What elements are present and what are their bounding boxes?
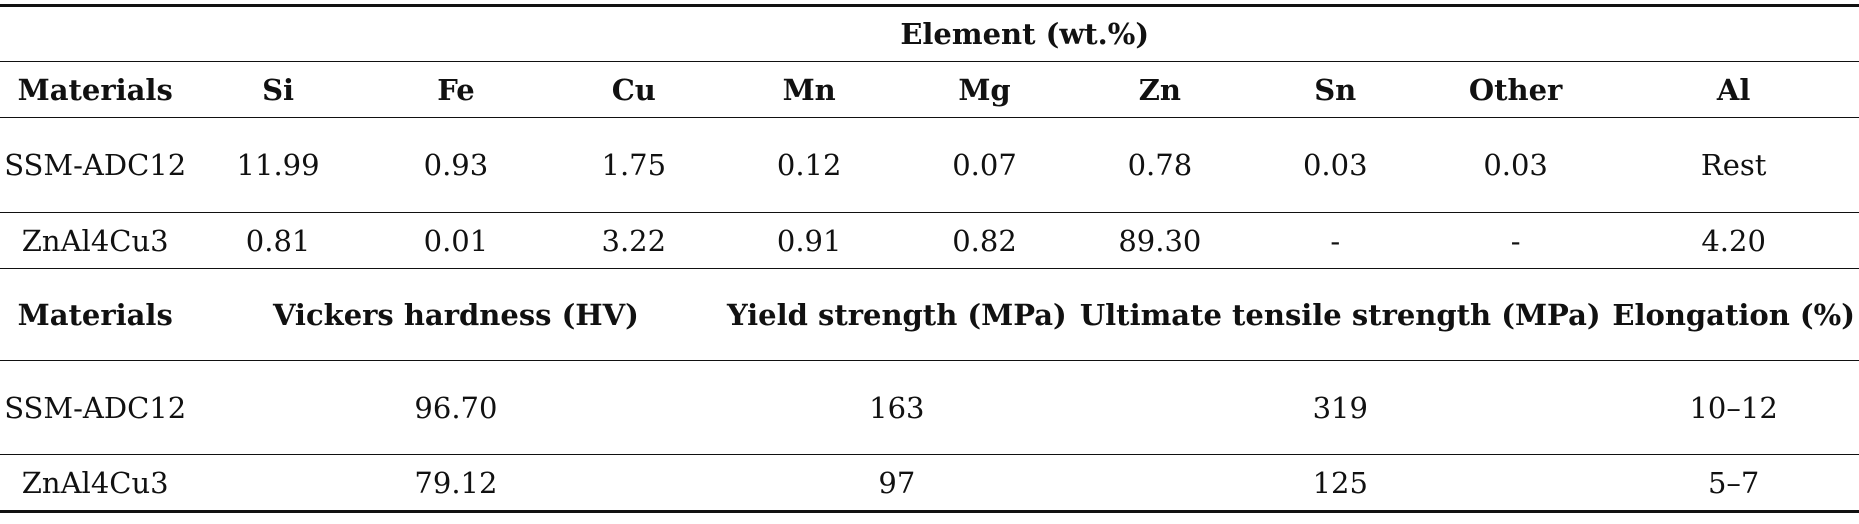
header-uts: Ultimate tensile strength (MPa): [1072, 268, 1609, 361]
composition-header-row: Materials Si Fe Cu Mn Mg Zn Sn Other Al: [0, 61, 1859, 118]
header-other: Other: [1422, 61, 1609, 118]
table-cell: 5–7: [1707, 465, 1760, 500]
table-row: SSM-ADC12 11.99 0.93 1.75 0.12 0.07 0.78…: [0, 117, 1859, 213]
table-cell: 0.07: [896, 117, 1073, 213]
header-mn: Mn: [721, 61, 897, 118]
table-cell: 0.03: [1247, 117, 1423, 213]
header-materials: Materials: [0, 61, 191, 118]
header-sn: Sn: [1247, 61, 1423, 118]
header-fe: Fe: [365, 61, 547, 118]
table-cell: 89.30: [1118, 223, 1202, 258]
table-cell: 3.22: [601, 223, 667, 258]
header-hardness: Vickers hardness (HV): [190, 268, 722, 361]
table-cell: Rest: [1608, 117, 1859, 213]
table-cell: 1.75: [546, 117, 722, 213]
header-zn: Zn: [1072, 61, 1248, 118]
material-name: ZnAl4Cu3: [21, 465, 169, 500]
table-row: ZnAl4Cu3 0.81 0.01 3.22 0.91 0.82 89.30 …: [0, 213, 1859, 269]
header-elongation: Elongation (%): [1608, 268, 1859, 361]
table-cell: -: [1330, 223, 1341, 258]
empty-corner-cell: [0, 5, 191, 62]
table-cell: 0.01: [423, 223, 489, 258]
table-cell: 0.03: [1422, 117, 1609, 213]
table-cell: 0.82: [952, 223, 1017, 258]
header-mg: Mg: [896, 61, 1073, 118]
header-yield-strength: Yield strength (MPa): [721, 268, 1073, 361]
table-cell: 0.81: [245, 223, 311, 258]
header-si: Si: [190, 61, 366, 118]
header-cu: Cu: [546, 61, 722, 118]
table-cell: -: [1510, 223, 1521, 258]
table-cell: 0.93: [365, 117, 547, 213]
header-materials-2: Materials: [0, 268, 191, 361]
table-cell: 125: [1312, 465, 1368, 500]
material-name: SSM-ADC12: [0, 360, 191, 455]
table-cell: 0.91: [776, 223, 842, 258]
table-cell: 96.70: [190, 360, 722, 455]
material-name: ZnAl4Cu3: [21, 223, 169, 258]
table-cell: 10–12: [1608, 360, 1859, 455]
group-title-row: Element (wt.%): [0, 5, 1859, 62]
table-cell: 163: [721, 360, 1073, 455]
material-name: SSM-ADC12: [0, 117, 191, 213]
table-cell: 0.78: [1072, 117, 1248, 213]
element-group-title: Element (wt.%): [190, 5, 1859, 62]
table-cell: 0.12: [721, 117, 897, 213]
table-cell: 97: [878, 465, 916, 500]
table-cell: 4.20: [1701, 223, 1766, 258]
table-row: ZnAl4Cu3 79.12 97 125 5–7: [0, 455, 1859, 512]
properties-header-row: Materials Vickers hardness (HV) Yield st…: [0, 268, 1859, 361]
table-cell: 11.99: [190, 117, 366, 213]
table-row: SSM-ADC12 96.70 163 319 10–12: [0, 360, 1859, 455]
materials-table: Element (wt.%) Materials Si Fe Cu Mn Mg …: [0, 4, 1859, 513]
table-cell: 79.12: [414, 465, 498, 500]
table-cell: 319: [1072, 360, 1609, 455]
header-al: Al: [1608, 61, 1859, 118]
